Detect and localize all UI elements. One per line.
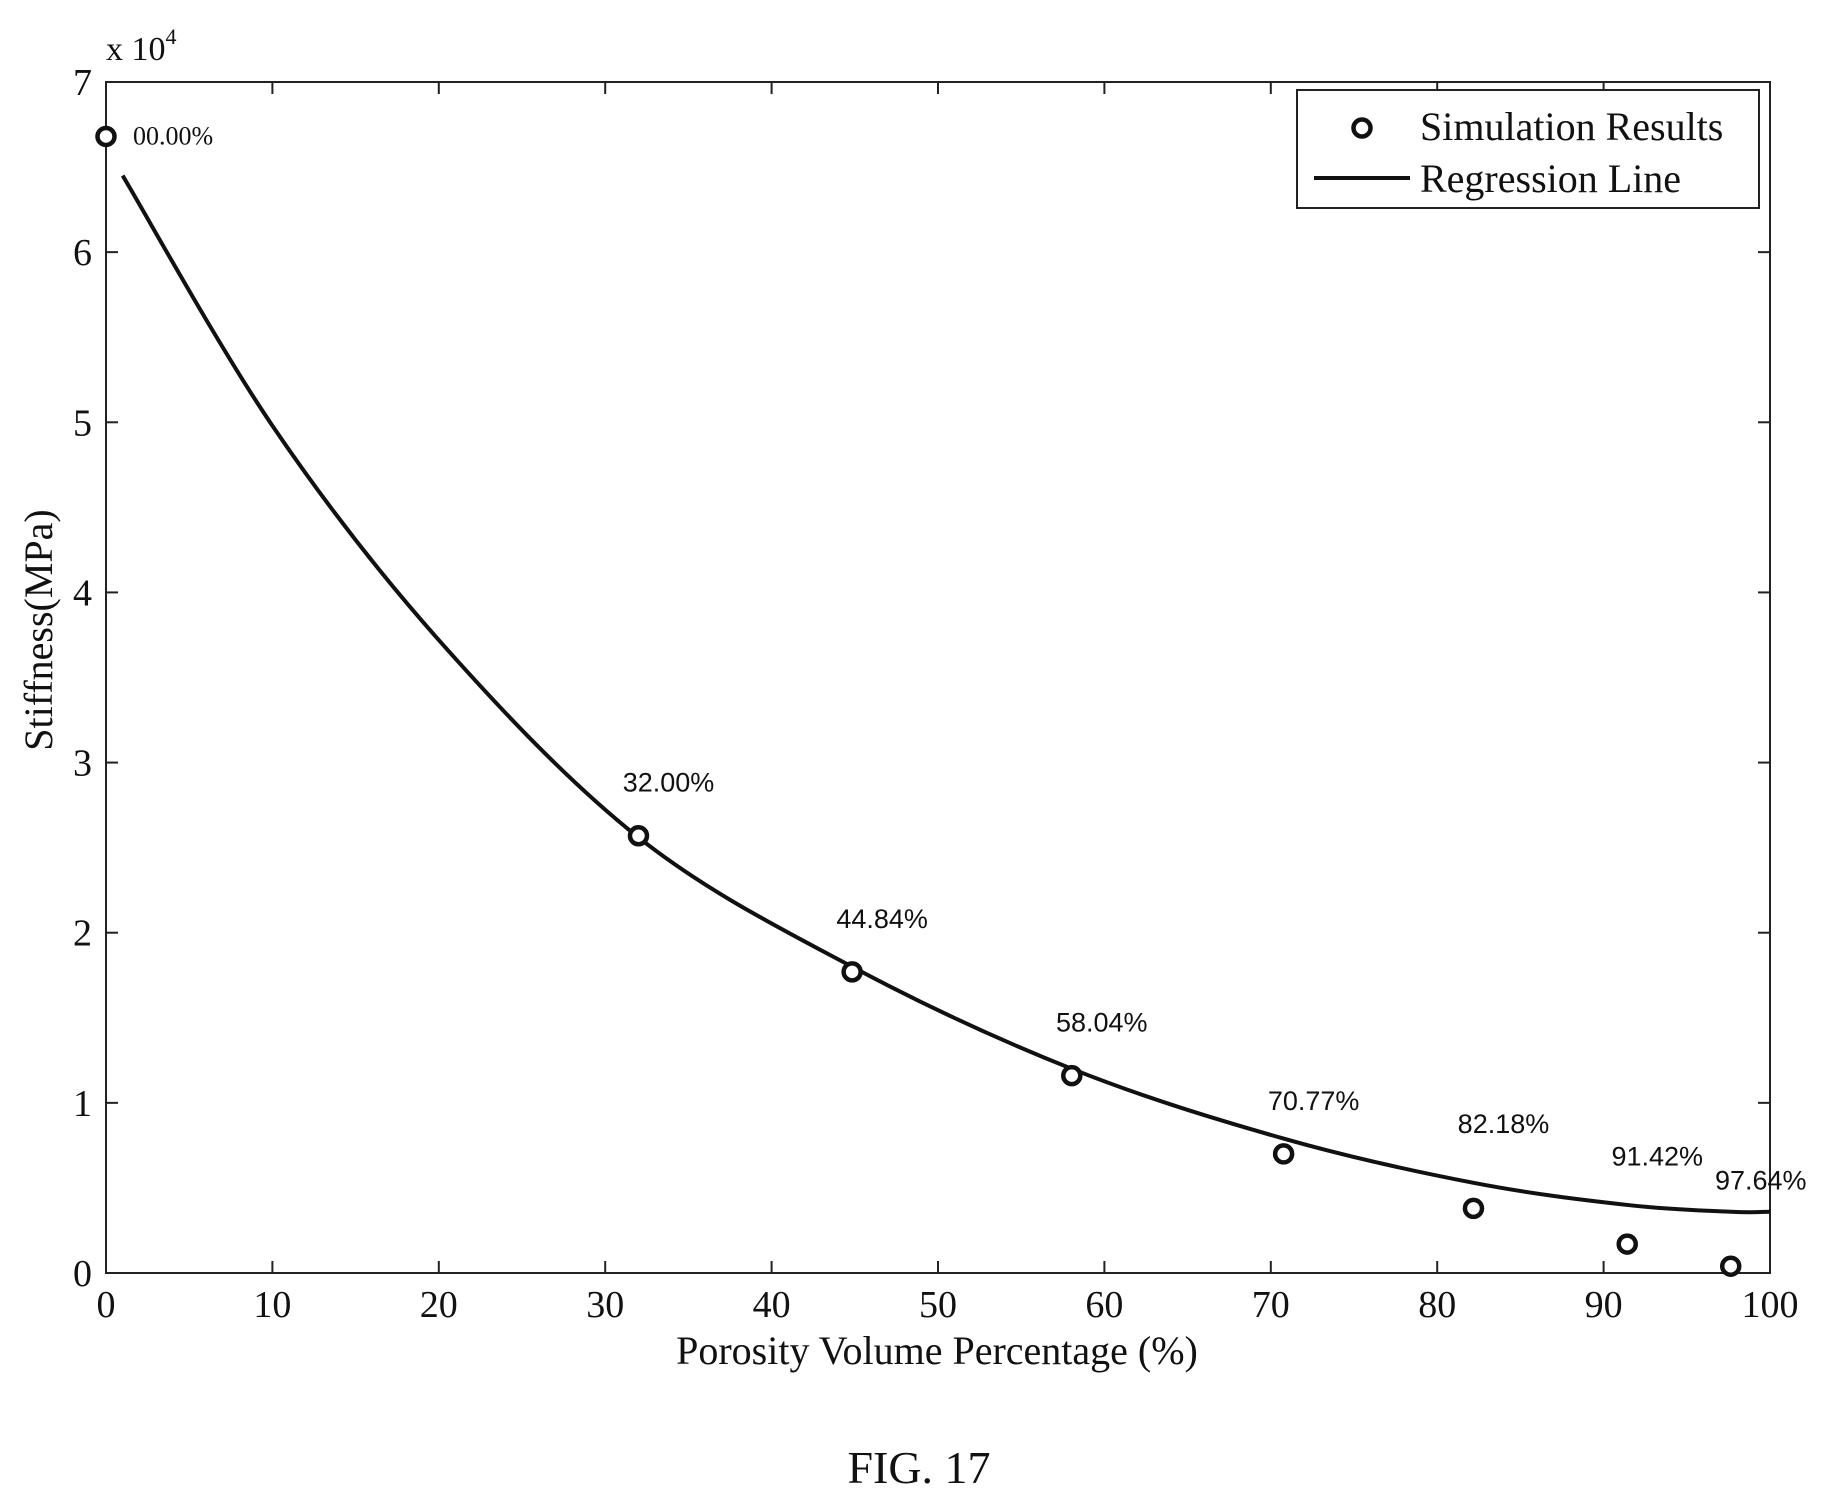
y-tick-label: 7: [73, 62, 92, 104]
x-tick-label: 50: [919, 1284, 957, 1326]
point-label: 32.00%: [623, 768, 715, 798]
x-tick-label: 10: [253, 1284, 291, 1326]
simulation-point: [1616, 1233, 1638, 1255]
x-tick-label: 30: [586, 1284, 624, 1326]
simulation-point: [1272, 1143, 1295, 1165]
x-tick-label: 90: [1585, 1284, 1623, 1326]
x-tick-label: 70: [1252, 1284, 1290, 1326]
y-axis-ticks: 0 1 2 3 4 5 6 7: [73, 62, 1770, 1295]
y-tick-label: 1: [73, 1083, 92, 1125]
x-axis-label: Porosity Volume Percentage (%): [676, 1328, 1198, 1373]
point-label: 00.00%: [133, 121, 213, 150]
point-label: 44.84%: [836, 904, 928, 934]
figure-caption: FIG. 17: [847, 1442, 991, 1493]
x-tick-label: 40: [753, 1284, 791, 1326]
point-label: 58.04%: [1056, 1008, 1148, 1038]
x-axis-ticks: 0 10 20 30 40 50 60 70 80 90 100: [97, 82, 1799, 1326]
legend-marker-simulation-results: [1351, 117, 1373, 139]
x-tick-label: 20: [420, 1284, 458, 1326]
y-tick-label: 4: [73, 572, 92, 614]
y-tick-label: 6: [73, 232, 92, 274]
y-tick-label: 0: [73, 1253, 92, 1295]
legend-entry-regression-line: Regression Line: [1420, 156, 1681, 201]
y-tick-label: 5: [73, 402, 92, 444]
legend: Simulation Results Regression Line: [1296, 89, 1760, 209]
simulation-point: [95, 125, 117, 148]
regression-line-series: [120, 174, 1771, 1215]
x-tick-label: 100: [1742, 1284, 1799, 1326]
simulation-point: [841, 961, 863, 983]
y-tick-label: 2: [73, 913, 92, 955]
y-axis-multiplier: x 104: [106, 24, 177, 68]
simulation-point: [1061, 1064, 1083, 1087]
legend-entry-simulation-results: Simulation Results: [1420, 104, 1723, 149]
point-label: 82.18%: [1458, 1109, 1550, 1139]
x-tick-label: 80: [1418, 1284, 1456, 1326]
legend-box: [1296, 89, 1760, 209]
simulation-results-series: [95, 125, 1742, 1277]
point-label: 70.77%: [1268, 1086, 1360, 1116]
y-tick-label: 3: [73, 743, 92, 785]
point-label: 91.42%: [1611, 1142, 1703, 1172]
simulation-point: [627, 824, 650, 847]
point-label: 97.64%: [1715, 1166, 1807, 1196]
y-axis-label: Stiffness(MPa): [16, 509, 61, 750]
x-tick-label: 0: [97, 1284, 116, 1326]
simulation-point: [1462, 1197, 1485, 1220]
plot-frame: [105, 81, 1771, 1274]
regression-line: [120, 174, 1771, 1215]
point-labels: 00.00% 32.00% 44.84% 58.04% 70.77% 82.18% 91.4…: [133, 121, 1807, 1195]
x-tick-label: 60: [1085, 1284, 1123, 1326]
simulation-point: [1719, 1255, 1742, 1277]
plot-area-border: [105, 81, 1771, 1274]
